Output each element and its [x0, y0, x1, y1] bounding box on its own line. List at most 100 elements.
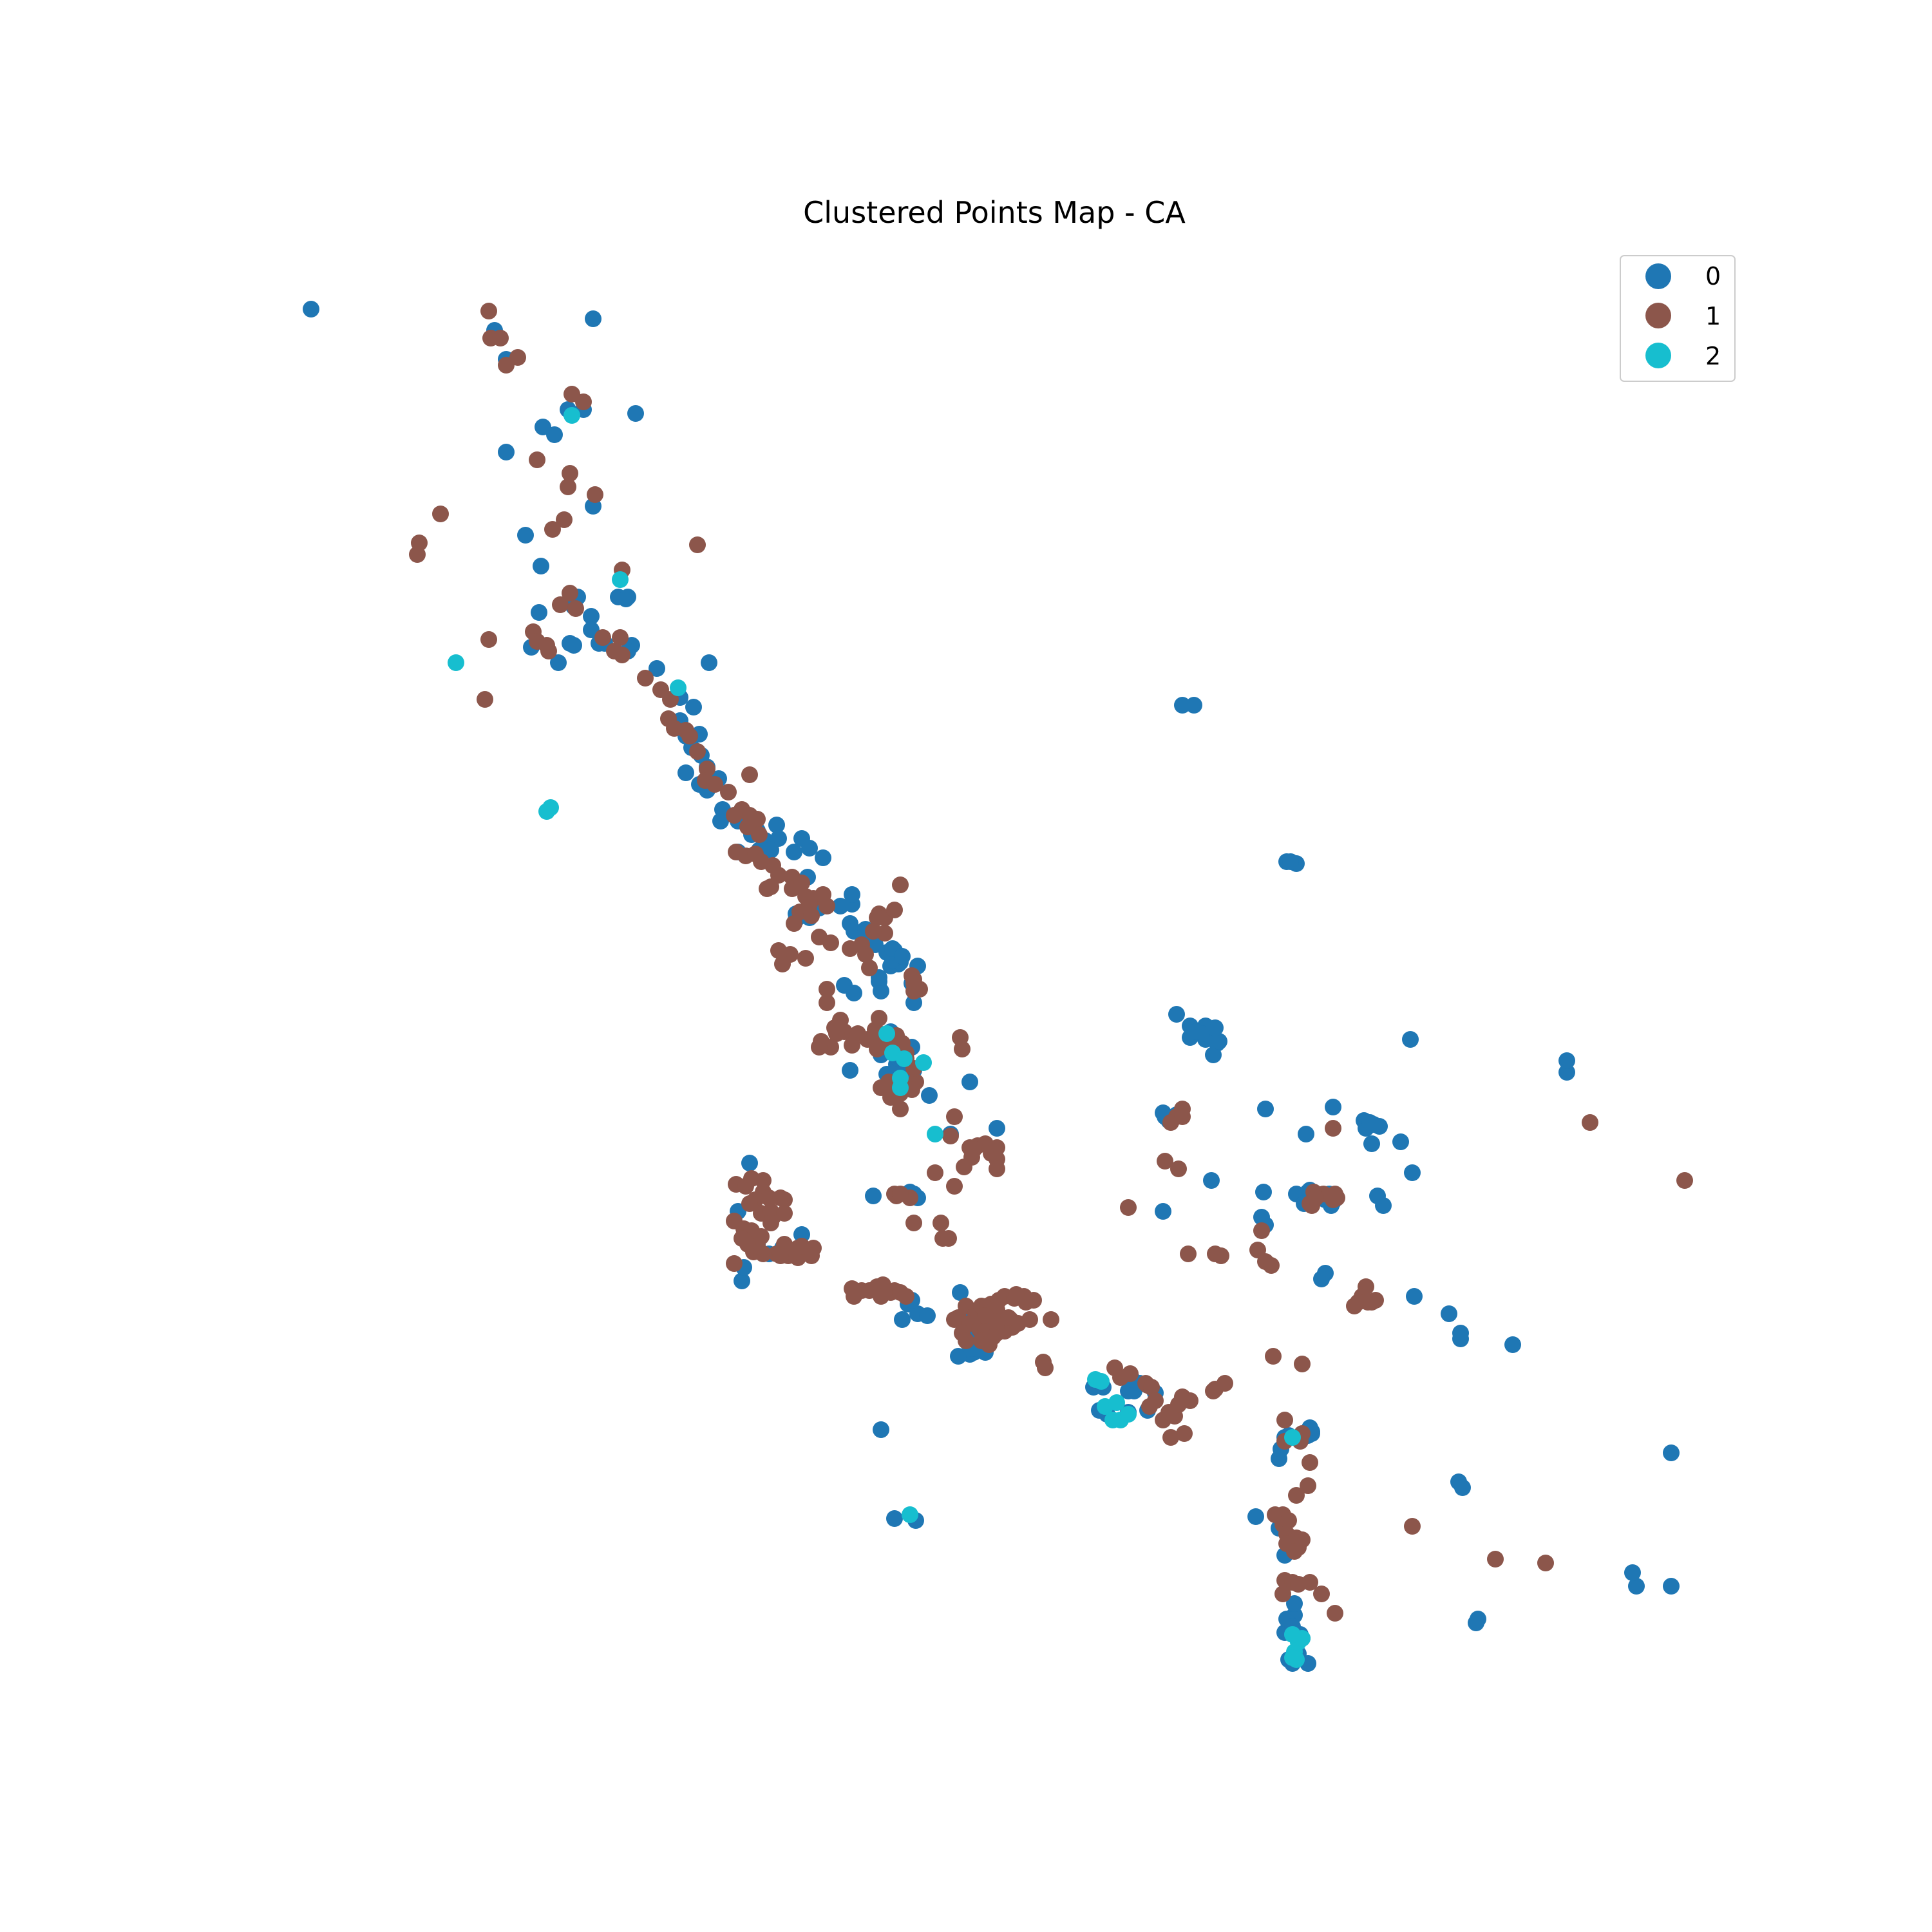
- point-cluster-0: [950, 1348, 967, 1365]
- point-cluster-0: [1663, 1578, 1680, 1595]
- point-cluster-1: [793, 875, 810, 891]
- point-cluster-1: [832, 1012, 849, 1028]
- point-cluster-0: [1155, 1203, 1171, 1220]
- point-cluster-1: [689, 743, 706, 760]
- point-cluster-1: [1249, 1242, 1266, 1258]
- point-cluster-1: [761, 1189, 777, 1206]
- point-cluster-1: [612, 629, 629, 646]
- point-cluster-1: [720, 784, 737, 800]
- point-cluster-1: [786, 915, 802, 932]
- point-cluster-1: [1363, 1294, 1380, 1311]
- point-cluster-0: [873, 983, 889, 999]
- point-cluster-0: [1188, 1023, 1204, 1040]
- series-2: [448, 407, 1311, 1668]
- point-cluster-1: [540, 643, 557, 659]
- point-cluster-2: [670, 679, 687, 696]
- point-cluster-0: [873, 1421, 889, 1438]
- point-cluster-1: [989, 1160, 1005, 1177]
- point-cluster-1: [844, 1037, 860, 1054]
- point-cluster-1: [1143, 1379, 1160, 1396]
- point-cluster-1: [1205, 1383, 1222, 1399]
- point-cluster-0: [583, 608, 600, 625]
- point-cluster-1: [544, 521, 561, 538]
- point-cluster-1: [956, 1159, 972, 1175]
- point-cluster-1: [905, 1215, 922, 1231]
- point-cluster-0: [886, 1510, 903, 1527]
- point-cluster-1: [861, 960, 878, 976]
- point-cluster-1: [552, 596, 569, 613]
- point-cluster-1: [819, 898, 835, 914]
- point-cluster-0: [531, 604, 547, 621]
- point-cluster-0: [685, 699, 702, 715]
- point-cluster-2: [1108, 1394, 1125, 1411]
- point-cluster-0: [303, 301, 319, 317]
- point-cluster-1: [865, 923, 882, 940]
- point-cluster-1: [958, 1332, 974, 1349]
- point-cluster-1: [933, 1215, 949, 1231]
- point-cluster-1: [898, 1288, 914, 1305]
- point-cluster-0: [894, 1311, 911, 1328]
- point-cluster-0: [546, 426, 563, 443]
- point-cluster-0: [1369, 1188, 1386, 1204]
- point-cluster-1: [1141, 1398, 1158, 1415]
- point-cluster-1: [772, 1247, 789, 1264]
- point-cluster-0: [905, 994, 922, 1011]
- point-cluster-1: [529, 451, 545, 468]
- point-cluster-0: [1454, 1479, 1471, 1496]
- point-cluster-1: [1286, 1543, 1303, 1560]
- point-cluster-0: [1402, 1031, 1419, 1048]
- point-cluster-0: [1406, 1288, 1423, 1305]
- point-cluster-0: [649, 660, 665, 677]
- point-cluster-1: [797, 950, 814, 967]
- point-cluster-1: [1008, 1286, 1025, 1303]
- point-cluster-0: [786, 844, 802, 860]
- point-cluster-0: [952, 1284, 969, 1301]
- point-cluster-1: [1676, 1172, 1693, 1189]
- point-cluster-2: [1120, 1406, 1137, 1423]
- point-cluster-1: [556, 511, 573, 528]
- point-cluster-2: [538, 803, 555, 820]
- point-cluster-0: [550, 654, 567, 671]
- point-cluster-2: [1284, 1429, 1301, 1446]
- point-cluster-1: [774, 956, 791, 972]
- point-cluster-1: [946, 1108, 963, 1125]
- point-cluster-1: [811, 1039, 828, 1056]
- point-cluster-0: [768, 817, 785, 833]
- point-cluster-2: [448, 654, 464, 671]
- point-cluster-1: [755, 1172, 772, 1189]
- point-cluster-1: [857, 946, 874, 963]
- point-cluster-1: [1207, 1245, 1224, 1262]
- point-cluster-0: [1207, 1019, 1224, 1036]
- point-cluster-0: [1286, 1595, 1303, 1612]
- point-cluster-1: [869, 1041, 886, 1057]
- point-cluster-1: [1300, 1477, 1316, 1494]
- point-cluster-0: [1441, 1305, 1457, 1322]
- point-cluster-0: [498, 444, 515, 460]
- point-cluster-1: [1582, 1114, 1598, 1131]
- point-cluster-0: [989, 1120, 1005, 1137]
- point-cluster-0: [734, 1273, 750, 1289]
- point-cluster-0: [762, 842, 779, 858]
- point-cluster-0: [1247, 1508, 1264, 1525]
- point-cluster-1: [946, 1178, 963, 1195]
- point-cluster-1: [1122, 1365, 1139, 1382]
- point-cluster-1: [1302, 1574, 1318, 1591]
- legend-label-0: 0: [1705, 262, 1721, 290]
- series-0: [303, 301, 1680, 1672]
- point-cluster-1: [819, 994, 835, 1011]
- point-cluster-1: [803, 907, 820, 924]
- point-cluster-2: [1284, 1649, 1301, 1666]
- point-cluster-0: [1203, 1172, 1220, 1189]
- point-cluster-0: [533, 558, 549, 574]
- point-cluster-1: [567, 600, 584, 617]
- point-cluster-0: [1504, 1336, 1521, 1353]
- point-cluster-0: [919, 1307, 936, 1324]
- point-cluster-1: [1182, 1392, 1198, 1409]
- point-cluster-1: [1404, 1518, 1421, 1535]
- point-cluster-1: [1120, 1199, 1137, 1216]
- point-cluster-0: [1624, 1564, 1641, 1581]
- legend-label-2: 2: [1705, 342, 1721, 370]
- point-cluster-1: [762, 878, 779, 895]
- point-cluster-1: [637, 670, 654, 687]
- legend-entry-1: 1: [1645, 302, 1721, 330]
